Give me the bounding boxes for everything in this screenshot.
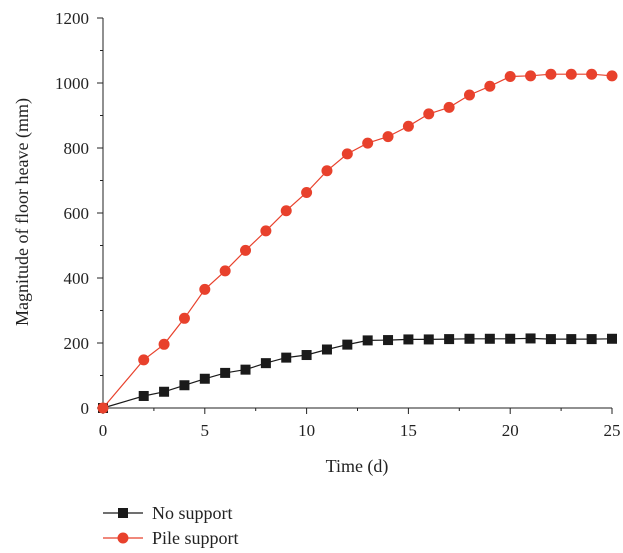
- data-point: [382, 131, 394, 143]
- legend: No support Pile support: [103, 503, 239, 548]
- data-point: [464, 333, 475, 344]
- data-point: [281, 352, 292, 363]
- data-point: [545, 68, 557, 80]
- data-point: [260, 358, 271, 369]
- data-point: [423, 334, 434, 345]
- data-point: [525, 70, 537, 82]
- data-point: [565, 68, 577, 80]
- legend-item: No support: [103, 503, 233, 523]
- data-point: [240, 364, 251, 375]
- data-point: [423, 108, 435, 120]
- data-point: [138, 354, 150, 366]
- data-point: [505, 333, 516, 344]
- x-tick-label: 10: [298, 421, 315, 440]
- x-tick-label: 5: [201, 421, 210, 440]
- data-point: [321, 344, 332, 355]
- x-tick-label: 0: [99, 421, 108, 440]
- data-point: [97, 402, 109, 414]
- x-axis-title: Time (d): [326, 456, 389, 477]
- series-group: [97, 68, 618, 414]
- data-point: [607, 333, 617, 344]
- data-point: [301, 187, 313, 199]
- data-point: [159, 386, 170, 397]
- data-point: [504, 71, 516, 82]
- data-point: [463, 89, 475, 101]
- series-no-support: [98, 333, 617, 413]
- data-point: [179, 380, 190, 391]
- data-point: [219, 265, 231, 277]
- legend-item: Pile support: [103, 528, 239, 548]
- data-point: [525, 333, 536, 344]
- y-tick-label: 800: [64, 139, 90, 158]
- data-point: [199, 373, 210, 384]
- data-point: [178, 312, 190, 324]
- data-point: [341, 148, 353, 160]
- legend-marker: [117, 532, 129, 544]
- data-point: [606, 70, 618, 82]
- x-tick-label: 25: [604, 421, 621, 440]
- data-point: [545, 334, 556, 345]
- y-axis-title: Magnitude of floor heave (mm): [12, 98, 33, 326]
- data-point: [362, 137, 374, 149]
- x-tick-label: 20: [502, 421, 519, 440]
- data-point: [444, 334, 455, 345]
- data-point: [586, 68, 598, 80]
- axis-ticks: 0 5 10 15 20 25 0 200 400 600 800 1000 1200: [55, 9, 621, 440]
- data-point: [199, 283, 211, 295]
- y-tick-label: 1200: [55, 9, 89, 28]
- data-point: [321, 165, 333, 177]
- series-line: [102, 337, 613, 409]
- series-pile-support: [97, 68, 618, 414]
- data-point: [383, 335, 394, 346]
- series-line: [102, 73, 613, 409]
- legend-label: Pile support: [152, 528, 239, 548]
- data-point: [240, 244, 252, 256]
- data-point: [443, 101, 455, 113]
- data-point: [280, 205, 292, 217]
- data-point: [158, 338, 170, 350]
- y-tick-label: 600: [64, 204, 90, 223]
- legend-marker: [118, 508, 128, 518]
- data-point: [362, 335, 373, 346]
- y-tick-label: 1000: [55, 74, 89, 93]
- y-tick-label: 0: [81, 399, 90, 418]
- y-tick-label: 400: [64, 269, 90, 288]
- x-tick-label: 15: [400, 421, 417, 440]
- data-point: [586, 334, 597, 345]
- data-point: [260, 225, 272, 237]
- y-tick-label: 200: [64, 334, 90, 353]
- data-point: [220, 367, 231, 378]
- data-point: [402, 120, 414, 132]
- data-point: [138, 390, 149, 401]
- data-point: [301, 350, 312, 361]
- data-point: [484, 333, 495, 344]
- data-point: [342, 339, 353, 350]
- data-point: [484, 80, 496, 92]
- data-point: [566, 334, 577, 345]
- legend-label: No support: [152, 503, 233, 523]
- data-point: [403, 334, 414, 345]
